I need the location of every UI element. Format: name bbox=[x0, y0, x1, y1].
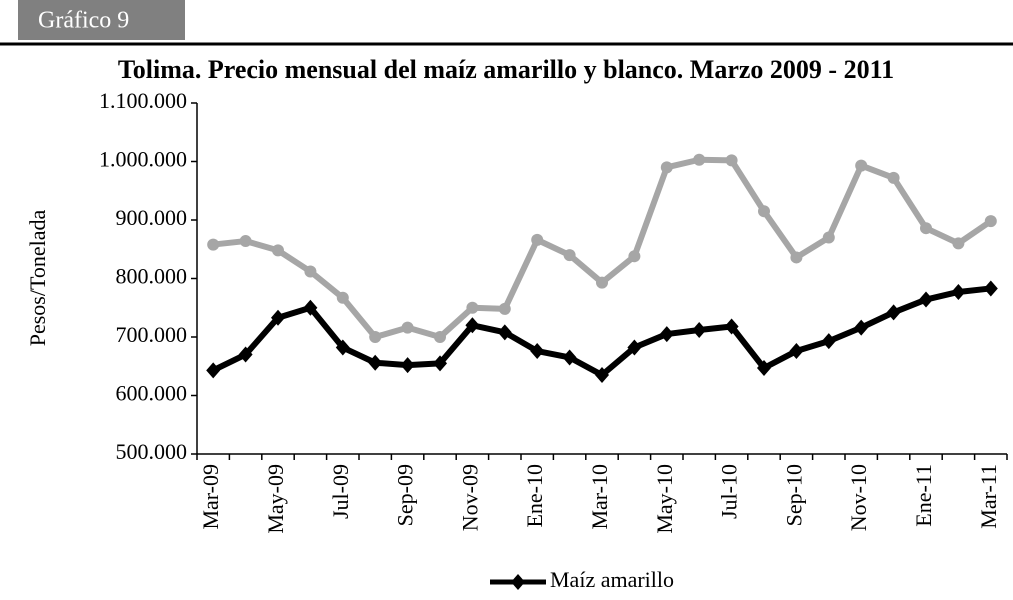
series-line bbox=[212, 156, 993, 340]
x-tick-label: Ene-11 bbox=[911, 464, 936, 527]
point bbox=[465, 317, 480, 334]
point bbox=[400, 357, 415, 374]
y-tick-label: 600.000 bbox=[116, 381, 188, 406]
point bbox=[433, 355, 447, 372]
x-tick-label: May-09 bbox=[263, 464, 288, 534]
point bbox=[724, 318, 739, 335]
point bbox=[822, 231, 835, 244]
legend-label: Maíz amarillo bbox=[550, 567, 674, 592]
point bbox=[659, 326, 674, 343]
x-tick-label: Sep-10 bbox=[781, 464, 806, 526]
point bbox=[886, 304, 901, 321]
point bbox=[497, 324, 512, 341]
x-tick-label: May-10 bbox=[652, 464, 677, 534]
point bbox=[206, 362, 221, 379]
x-tick-label: Jul-09 bbox=[328, 464, 353, 519]
x-tick-label: Jul-10 bbox=[717, 464, 742, 519]
y-tick-label: 800.000 bbox=[116, 264, 188, 289]
y-tick-label: 500.000 bbox=[116, 439, 188, 464]
series bbox=[207, 153, 997, 343]
point bbox=[239, 235, 252, 248]
point bbox=[466, 301, 479, 314]
point bbox=[984, 215, 997, 228]
x-tick-label: Mar-09 bbox=[198, 464, 223, 530]
point bbox=[920, 222, 932, 235]
point bbox=[336, 291, 349, 304]
point bbox=[919, 291, 933, 308]
point bbox=[531, 233, 544, 246]
series-line bbox=[211, 285, 992, 379]
point bbox=[596, 276, 608, 289]
point bbox=[401, 321, 414, 334]
point bbox=[562, 349, 577, 366]
x-tick-label: Mar-11 bbox=[976, 464, 1001, 529]
x-tick-label: Ene-10 bbox=[522, 464, 547, 528]
header-box bbox=[18, 0, 185, 40]
point bbox=[758, 205, 770, 218]
x-tick-label: Nov-10 bbox=[846, 464, 871, 531]
y-tick-label: 1.100.000 bbox=[99, 88, 187, 113]
point bbox=[854, 319, 869, 336]
point bbox=[304, 265, 317, 278]
point bbox=[368, 354, 383, 371]
point bbox=[790, 251, 803, 264]
y-tick-label: 700.000 bbox=[116, 322, 188, 347]
y-axis-label: Pesos/Tonelada bbox=[25, 209, 50, 346]
point bbox=[335, 339, 350, 356]
point bbox=[238, 346, 253, 363]
point bbox=[627, 339, 642, 356]
point bbox=[887, 171, 900, 184]
point bbox=[498, 302, 511, 315]
point bbox=[855, 159, 868, 172]
point bbox=[983, 280, 998, 297]
legend-marker bbox=[511, 574, 525, 590]
point bbox=[303, 299, 318, 316]
y-tick-label: 900.000 bbox=[116, 205, 188, 230]
point bbox=[821, 333, 836, 350]
point bbox=[951, 283, 966, 300]
x-tick-label: Nov-09 bbox=[457, 464, 482, 531]
point bbox=[952, 237, 965, 250]
point bbox=[207, 238, 220, 251]
point bbox=[434, 331, 446, 343]
point bbox=[563, 249, 576, 262]
x-tick-label: Mar-10 bbox=[587, 464, 612, 530]
point bbox=[272, 244, 284, 257]
point bbox=[530, 343, 545, 360]
point bbox=[693, 153, 706, 166]
point bbox=[369, 331, 382, 343]
y-tick-label: 1.000.000 bbox=[99, 147, 187, 172]
point bbox=[628, 250, 641, 263]
point bbox=[595, 367, 609, 384]
header: Gráfico 9 bbox=[38, 8, 129, 34]
point bbox=[789, 343, 804, 360]
point bbox=[725, 154, 738, 167]
series bbox=[206, 280, 998, 384]
x-tick-label: Sep-09 bbox=[393, 464, 418, 526]
point bbox=[692, 321, 707, 338]
point bbox=[757, 360, 771, 377]
chart-title: Tolima. Precio mensual del maíz amarillo… bbox=[118, 55, 894, 84]
point bbox=[660, 161, 673, 174]
point bbox=[271, 309, 285, 326]
